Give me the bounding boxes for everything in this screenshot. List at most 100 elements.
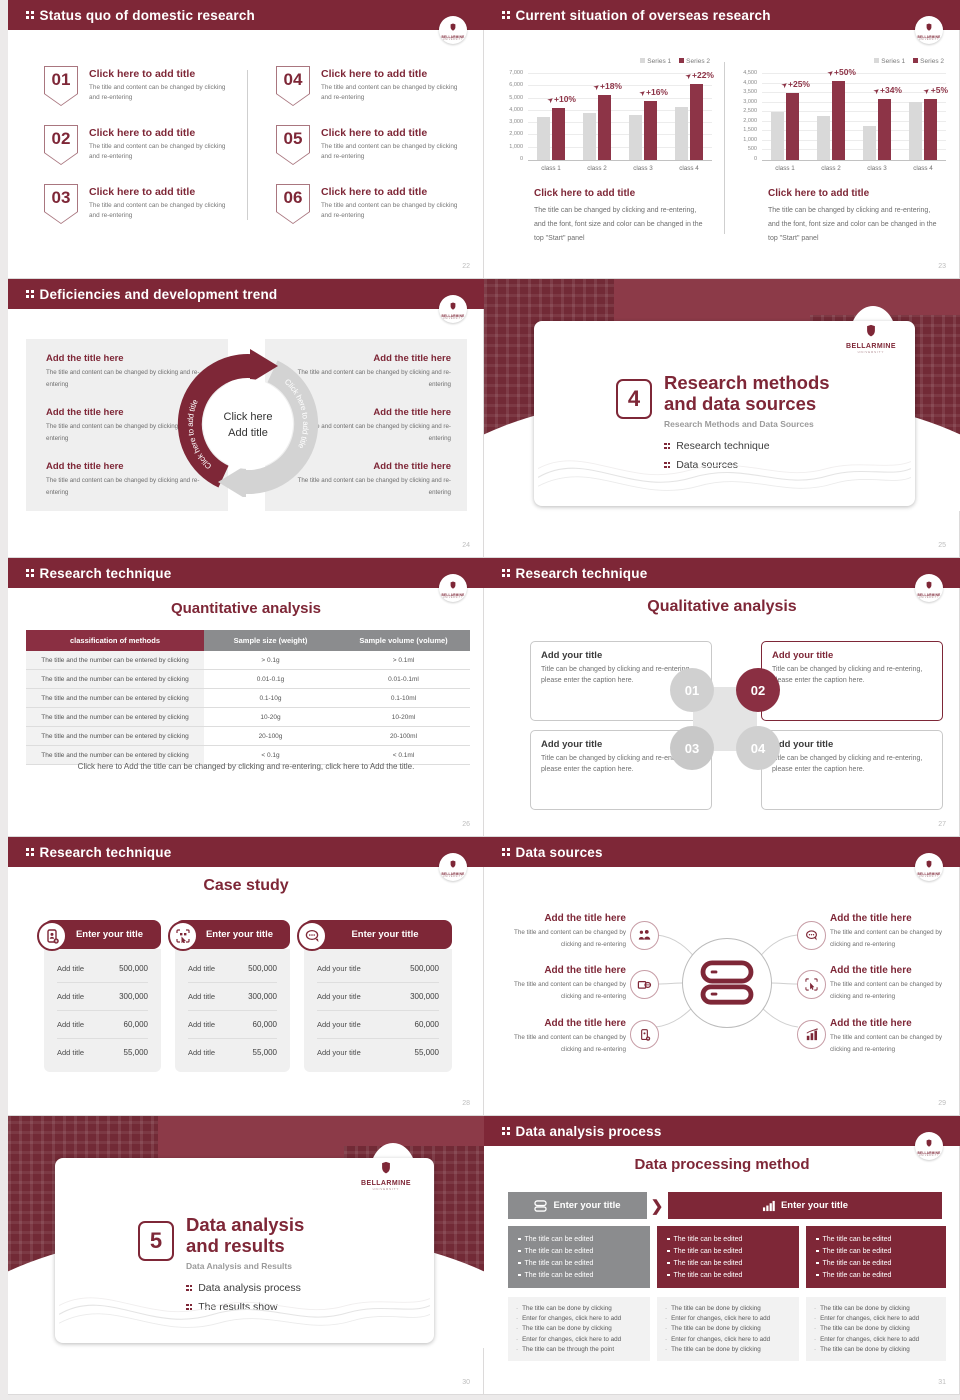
item-body[interactable]: The title and content can be changed by …: [46, 423, 200, 442]
item-title[interactable]: Add the title here: [46, 461, 124, 472]
slide-header: Data analysis process: [484, 1116, 960, 1146]
slide-22-status-quo[interactable]: Status quo of domestic research BELLARMI…: [8, 0, 484, 279]
source-item[interactable]: Add the title here The title and content …: [513, 965, 626, 1000]
slide-23-overseas-research[interactable]: Current situation of overseas research B…: [484, 0, 960, 279]
item-title[interactable]: Add the title here: [373, 353, 451, 364]
bellarmine-crest-icon: [450, 23, 456, 31]
caption-title[interactable]: Click here to add title: [534, 188, 636, 199]
source-item[interactable]: Add the title here The title and content …: [513, 913, 626, 948]
chart-caption: Click here to add title The title can be…: [534, 188, 706, 246]
diagram-center-label[interactable]: Click here Add title: [223, 411, 273, 439]
x-tick-label: class 2: [587, 165, 607, 172]
caption-card-highlighted[interactable]: Add your title Title can be changed by cl…: [761, 641, 943, 721]
item-title[interactable]: Click here to add title: [321, 68, 428, 80]
process-step-2[interactable]: Enter your title: [668, 1192, 942, 1219]
item-title[interactable]: Click here to add title: [321, 186, 428, 198]
item-body[interactable]: The title and content can be changed by …: [89, 143, 226, 161]
item-body[interactable]: The title and content can be changed by …: [46, 369, 200, 388]
item-body[interactable]: The title and content can be changed by …: [46, 477, 200, 496]
slide-30-section-data-analysis[interactable]: BELLARMINE UNIVERSITY 5 Data analysis and…: [8, 1116, 484, 1395]
number-badge: 03: [44, 184, 78, 224]
item-body[interactable]: The title and content can be changed by …: [89, 202, 226, 220]
slide-28-case-study[interactable]: Research technique BELLARMINE UNIVERSITY…: [8, 837, 484, 1116]
caption-body[interactable]: The title can be changed by clicking and…: [534, 207, 703, 242]
case-card-header[interactable]: Enter your title: [304, 920, 452, 949]
x-tick-label: class 4: [679, 165, 699, 172]
y-axis-labels: 0 1,000 2,000 3,000 4,000 5,000 6,000 7,000: [498, 70, 526, 161]
item-body[interactable]: The title and content can be changed by …: [321, 84, 458, 102]
gridline: [762, 82, 946, 84]
bellarmine-crest-icon: [926, 860, 932, 868]
divider: [247, 70, 248, 220]
section-title[interactable]: Data analysis and results: [186, 1214, 305, 1256]
item-body[interactable]: The title and content can be changed by …: [89, 84, 226, 102]
bar-series-2: [786, 93, 799, 160]
bellarmine-logo: BELLARMINE UNIVERSITY: [439, 295, 467, 323]
item-title[interactable]: Add the title here: [373, 407, 451, 418]
bar-group: ➤+10% class 1: [534, 74, 576, 172]
source-item[interactable]: Add the title here The title and content …: [830, 1018, 943, 1053]
item-number: 02: [51, 129, 71, 149]
item-title[interactable]: Add the title here: [46, 407, 124, 418]
data-row: Add title 60,000: [188, 1011, 277, 1039]
item-title[interactable]: Click here to add title: [321, 127, 428, 139]
item-title[interactable]: Click here to add title: [89, 127, 196, 139]
x-tick-label: class 3: [867, 165, 887, 172]
item-title[interactable]: Add the title here: [46, 353, 124, 364]
item-title[interactable]: Click here to add title: [89, 68, 196, 80]
bar-series-1: [817, 116, 830, 160]
caption-card[interactable]: Add your title Title can be changed by cl…: [530, 641, 712, 721]
list-item: 05 Click here to add title The title and …: [276, 125, 476, 165]
grid-dots-icon: [502, 1127, 510, 1135]
slide-26-quantitative-analysis[interactable]: Research technique BELLARMINE UNIVERSITY…: [8, 558, 484, 837]
y-tick-label: 0: [753, 156, 757, 162]
divider: [724, 62, 725, 234]
source-item[interactable]: Add the title here The title and content …: [513, 1018, 626, 1053]
chart-caption: Click here to add title The title can be…: [768, 188, 940, 246]
source-item[interactable]: Add the title here The title and content …: [830, 965, 943, 1000]
x-tick-label: class 1: [775, 165, 795, 172]
caption-card[interactable]: Add your title Title can be changed by cl…: [761, 730, 943, 810]
grid-dots-icon: [502, 848, 510, 856]
percent-label: ➤+50%: [826, 66, 856, 78]
data-row: Add title 500,000: [188, 955, 277, 983]
item-title[interactable]: Click here to add title: [89, 186, 196, 198]
bellarmine-logo: BELLARMINE UNIVERSITY: [915, 853, 943, 881]
source-item[interactable]: Add the title here The title and content …: [830, 913, 943, 948]
slide-25-section-research-methods[interactable]: BELLARMINE UNIVERSITY 4 Research methods…: [484, 279, 960, 558]
phone-user-icon: [37, 921, 67, 951]
bellarmine-crest-icon: [926, 1139, 932, 1147]
table-row: The title and the number can be entered …: [26, 688, 470, 708]
item-body[interactable]: The title and content can be changed by …: [297, 369, 451, 388]
slide-title: Current situation of overseas research: [515, 7, 771, 23]
section-title[interactable]: Research methods and data sources: [664, 372, 830, 414]
item-body[interactable]: The title and content can be changed by …: [321, 143, 458, 161]
slide-29-data-sources[interactable]: Data sources BELLARMINE UNIVERSITY Add t…: [484, 837, 960, 1116]
caption-title[interactable]: Click here to add title: [768, 188, 870, 199]
y-tick-label: 3,500: [743, 89, 757, 96]
item-title[interactable]: Add the title here: [373, 461, 451, 472]
percent-label: ➤+25%: [780, 79, 810, 90]
slide-27-qualitative-analysis[interactable]: Research technique BELLARMINE UNIVERSITY…: [484, 558, 960, 837]
section-bullet[interactable]: Data analysis process: [186, 1282, 301, 1294]
bar-series-1: [583, 113, 596, 160]
arrowhead: [218, 465, 246, 497]
slide-24-deficiencies-trend[interactable]: Deficiencies and development trend BELLA…: [8, 279, 484, 558]
number-badge: 05: [276, 125, 310, 165]
caption-body[interactable]: The title can be changed by clicking and…: [768, 207, 937, 242]
section-bullet[interactable]: Research technique: [664, 440, 770, 452]
section-bullet[interactable]: Data sources: [664, 459, 738, 471]
x-tick-label: class 2: [821, 165, 841, 172]
list-item: 03 Click here to add title The title and …: [44, 184, 244, 224]
bar-series-2: [690, 83, 703, 160]
gridline: [528, 97, 712, 99]
process-step-1[interactable]: Enter your title: [508, 1192, 647, 1219]
item-body[interactable]: The title and content can be changed by …: [297, 477, 451, 496]
chart-legend: Series 1 Series 2: [874, 58, 944, 65]
item-body[interactable]: The title and content can be changed by …: [297, 423, 451, 442]
item-body[interactable]: The title and content can be changed by …: [321, 202, 458, 220]
slide-title: Data sources: [515, 844, 603, 860]
slide-31-data-analysis-process[interactable]: Data analysis process BELLARMINE UNIVERS…: [484, 1116, 960, 1395]
y-axis-labels: 0 500 1,000 1,500 2,000 2,500 3,000 3,500 4,000 4…: [732, 70, 760, 162]
